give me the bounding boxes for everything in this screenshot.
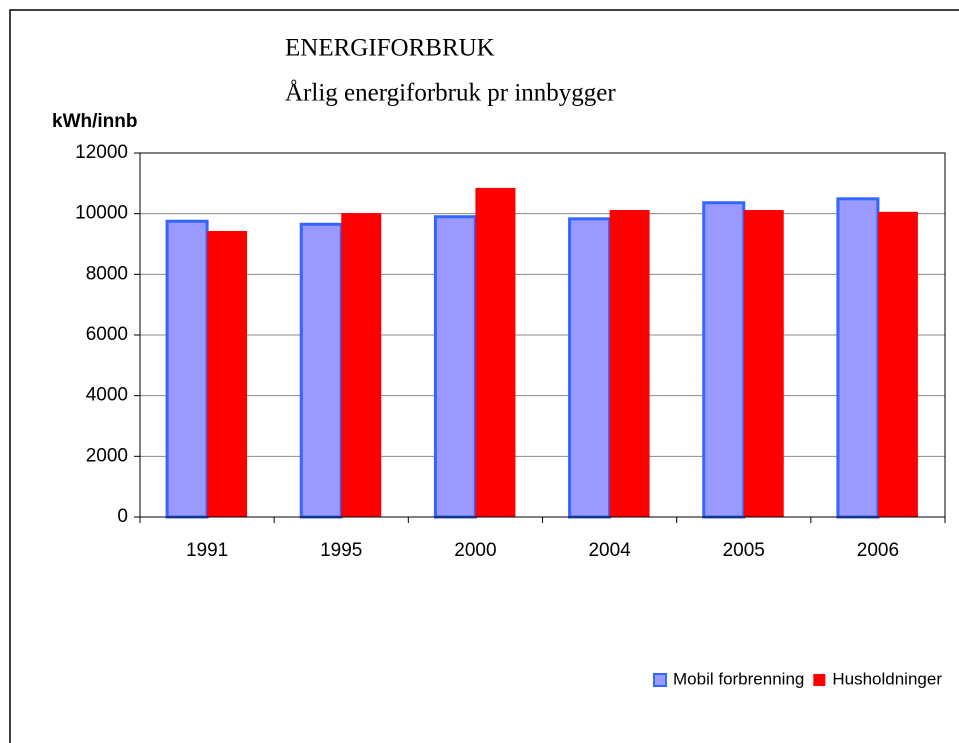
- bar: [568, 217, 612, 519]
- x-tick-label: 2006: [857, 540, 899, 561]
- chart-title: ENERGIFORBRUK: [285, 35, 495, 62]
- y-tick-label: 4000: [86, 385, 128, 406]
- bar: [433, 215, 477, 519]
- x-tick-label: 1995: [320, 540, 362, 561]
- x-tick-label: 1991: [186, 540, 228, 561]
- bar: [609, 210, 650, 517]
- x-tick-label: 2004: [588, 540, 631, 561]
- y-tick-label: 0: [117, 506, 128, 527]
- legend-label: Husholdninger: [832, 669, 942, 688]
- y-tick-label: 12000: [75, 142, 128, 163]
- bar: [877, 211, 918, 517]
- bar: [702, 201, 746, 519]
- y-tick-label: 8000: [86, 263, 128, 284]
- bar: [207, 230, 248, 517]
- bar: [475, 187, 516, 517]
- x-tick-label: 2000: [454, 540, 496, 561]
- legend-label: Mobil forbrenning: [673, 669, 804, 688]
- bar: [836, 197, 880, 519]
- y-tick-label: 2000: [86, 445, 128, 466]
- y-tick-label: 10000: [75, 203, 128, 224]
- chart-subtitle: Årlig energiforbruk pr innbygger: [285, 80, 616, 107]
- y-axis-label: kWh/innb: [52, 111, 137, 132]
- plot-border: [139, 152, 946, 518]
- y-tick-label: 6000: [86, 324, 128, 345]
- bar: [299, 222, 343, 519]
- x-tick-label: 2005: [723, 540, 765, 561]
- legend-swatch: [813, 674, 826, 686]
- legend-swatch: [653, 673, 667, 687]
- bar: [341, 213, 382, 517]
- bar: [743, 210, 784, 517]
- bar: [165, 219, 209, 519]
